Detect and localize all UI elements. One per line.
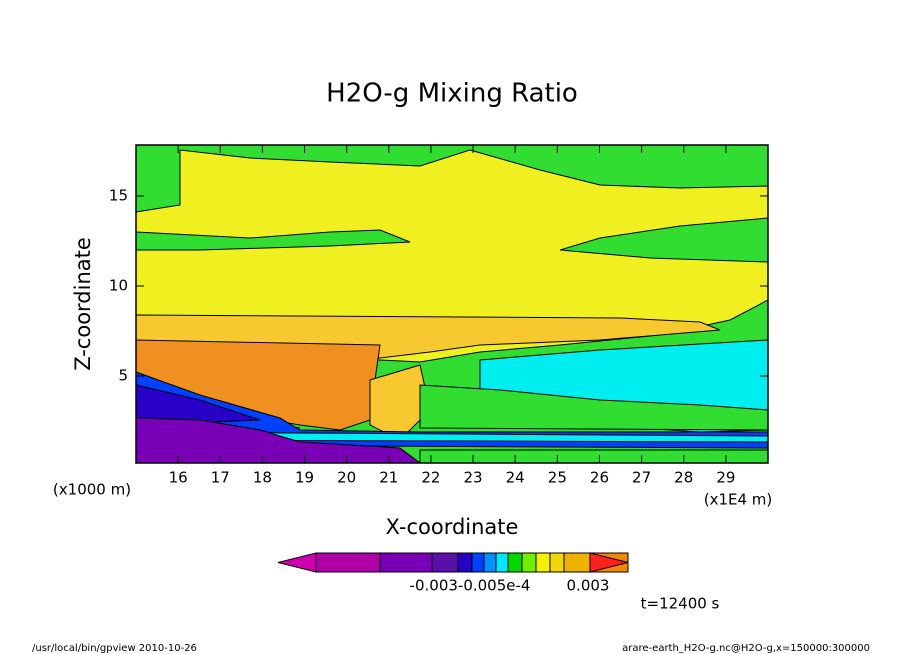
footer-left: /usr/local/bin/gpview 2010-10-26 — [32, 643, 197, 654]
x-tick-label: 20 — [337, 469, 356, 487]
x-tick-label: 29 — [716, 469, 735, 487]
chart-title: H2O-g Mixing Ratio — [326, 79, 578, 109]
footer-right: arare-earth_H2O-g.nc@H2O-g,x=150000:3000… — [622, 643, 870, 654]
colorbar-segment — [379, 552, 433, 573]
colorbar-arrow — [277, 552, 317, 573]
colorbar-segment — [507, 552, 523, 573]
colorbar-segment — [535, 552, 551, 573]
colorbar-segment — [563, 552, 591, 573]
x-axis-label: X-coordinate — [386, 515, 519, 539]
colorbar-segment — [471, 552, 485, 573]
y-unit: (x1000 m) — [53, 481, 131, 499]
x-tick-label: 22 — [421, 469, 440, 487]
x-unit: (x1E4 m) — [704, 491, 773, 509]
x-tick-label: 17 — [211, 469, 230, 487]
x-tick-label: 25 — [548, 469, 567, 487]
colorbar-segment — [431, 552, 459, 573]
x-tick-label: 21 — [379, 469, 398, 487]
time-label: t=12400 s — [641, 595, 720, 613]
x-tick-label: 26 — [590, 469, 609, 487]
colorbar-segment — [549, 552, 565, 573]
x-tick-label: 27 — [632, 469, 651, 487]
colorbar-segment — [315, 552, 381, 573]
colorbar-label: 0.003 — [567, 577, 610, 595]
colorbar-segment — [495, 552, 509, 573]
colorbar-segment — [521, 552, 537, 573]
y-tick-label: 15 — [109, 186, 128, 204]
colorbar-segment — [483, 552, 497, 573]
colorbar-arrow — [589, 552, 629, 573]
x-tick-label: 24 — [506, 469, 525, 487]
x-tick-label: 23 — [464, 469, 483, 487]
x-tick-label: 18 — [253, 469, 272, 487]
plot-frame — [135, 144, 769, 464]
x-tick-label: 16 — [169, 469, 188, 487]
colorbar-segment — [457, 552, 473, 573]
colorbar-label: -0.003-0.005e-4 — [410, 577, 531, 595]
x-tick-label: 19 — [295, 469, 314, 487]
y-tick-label: 5 — [118, 367, 128, 385]
x-tick-label: 28 — [674, 469, 693, 487]
y-tick-label: 10 — [109, 276, 128, 294]
contour-field — [135, 145, 769, 464]
y-axis-label: Z-coordinate — [71, 237, 95, 371]
